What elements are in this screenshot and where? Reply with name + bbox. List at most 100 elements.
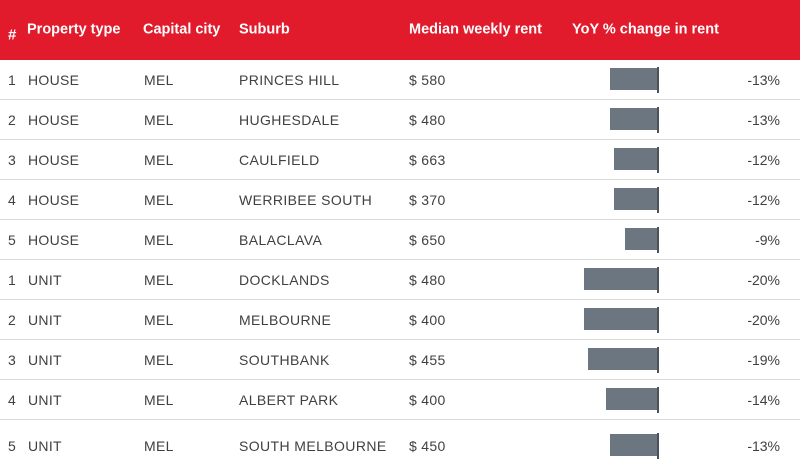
table-row: 4 UNIT MEL ALBERT PARK $ 400 -14% — [0, 380, 800, 420]
bar-axis-line — [657, 346, 659, 373]
median-rent-cell: $ 663 — [409, 151, 446, 168]
property-type-cell: UNIT — [28, 311, 62, 328]
bar-axis-line — [657, 306, 659, 333]
table-row: 3 HOUSE MEL CAULFIELD $ 663 -12% — [0, 140, 800, 180]
capital-city-cell: MEL — [144, 111, 174, 128]
yoy-bar-area — [570, 66, 660, 93]
bar-axis-line — [657, 226, 659, 253]
yoy-bar-area — [570, 106, 660, 133]
median-rent-cell: $ 450 — [409, 437, 446, 454]
yoy-pct-cell: -20% — [747, 271, 780, 288]
median-rent-cell: $ 650 — [409, 231, 446, 248]
yoy-pct-cell: -14% — [747, 391, 780, 408]
header-median-rent: Median weekly rent — [409, 21, 542, 38]
rank-cell: 2 — [8, 111, 16, 128]
table-row: 2 HOUSE MEL HUGHESDALE $ 480 -13% — [0, 100, 800, 140]
rank-cell: 2 — [8, 311, 16, 328]
suburb-cell: PRINCES HILL — [239, 71, 340, 88]
property-type-cell: HOUSE — [28, 191, 80, 208]
yoy-bar-area — [570, 306, 660, 333]
yoy-pct-cell: -9% — [755, 231, 780, 248]
header-property-type: Property type — [27, 21, 121, 38]
median-rent-cell: $ 580 — [409, 71, 446, 88]
table-header: # Property type Capital city Suburb Medi… — [0, 0, 800, 60]
rank-cell: 3 — [8, 351, 16, 368]
median-rent-cell: $ 400 — [409, 391, 446, 408]
suburb-cell: CAULFIELD — [239, 151, 320, 168]
table-row: 2 UNIT MEL MELBOURNE $ 400 -20% — [0, 300, 800, 340]
header-capital-city: Capital city — [143, 21, 221, 38]
yoy-bar — [625, 227, 658, 250]
yoy-bar-area — [570, 266, 660, 293]
yoy-pct-cell: -19% — [747, 351, 780, 368]
median-rent-cell: $ 480 — [409, 111, 446, 128]
yoy-pct-cell: -13% — [747, 111, 780, 128]
suburb-cell: SOUTH MELBOURNE — [239, 437, 387, 454]
suburb-cell: WERRIBEE SOUTH — [239, 191, 373, 208]
yoy-bar — [610, 107, 658, 130]
yoy-bar — [606, 387, 658, 410]
capital-city-cell: MEL — [144, 231, 174, 248]
suburb-cell: DOCKLANDS — [239, 271, 330, 288]
rank-cell: 4 — [8, 391, 16, 408]
capital-city-cell: MEL — [144, 351, 174, 368]
yoy-bar-area — [570, 386, 660, 413]
yoy-bar — [584, 267, 658, 290]
yoy-pct-cell: -20% — [747, 311, 780, 328]
suburb-cell: MELBOURNE — [239, 311, 332, 328]
suburb-cell: BALACLAVA — [239, 231, 323, 248]
suburb-cell: SOUTHBANK — [239, 351, 330, 368]
median-rent-cell: $ 455 — [409, 351, 446, 368]
bar-axis-line — [657, 66, 659, 93]
yoy-bar-area — [570, 186, 660, 213]
yoy-bar — [614, 147, 658, 170]
bar-axis-line — [657, 266, 659, 293]
capital-city-cell: MEL — [144, 391, 174, 408]
yoy-bar-area — [570, 226, 660, 253]
capital-city-cell: MEL — [144, 151, 174, 168]
rank-cell: 1 — [8, 71, 16, 88]
property-type-cell: HOUSE — [28, 111, 80, 128]
property-type-cell: HOUSE — [28, 231, 80, 248]
yoy-bar — [610, 433, 658, 456]
yoy-pct-cell: -13% — [747, 71, 780, 88]
yoy-bar — [584, 307, 658, 330]
property-type-cell: UNIT — [28, 391, 62, 408]
yoy-bar-area — [570, 432, 660, 459]
property-type-cell: UNIT — [28, 351, 62, 368]
yoy-pct-cell: -13% — [747, 437, 780, 454]
rank-cell: 4 — [8, 191, 16, 208]
median-rent-cell: $ 400 — [409, 311, 446, 328]
yoy-bar — [588, 347, 658, 370]
header-rank: # — [8, 26, 17, 44]
suburb-cell: ALBERT PARK — [239, 391, 339, 408]
table-row: 5 UNIT MEL SOUTH MELBOURNE $ 450 -13% — [0, 420, 800, 471]
property-type-cell: UNIT — [28, 437, 62, 454]
property-type-cell: UNIT — [28, 271, 62, 288]
capital-city-cell: MEL — [144, 437, 174, 454]
yoy-bar — [614, 187, 658, 210]
table-row: 1 HOUSE MEL PRINCES HILL $ 580 -13% — [0, 60, 800, 100]
yoy-bar — [610, 67, 658, 90]
bar-axis-line — [657, 432, 659, 459]
capital-city-cell: MEL — [144, 311, 174, 328]
bar-axis-line — [657, 146, 659, 173]
yoy-pct-cell: -12% — [747, 191, 780, 208]
suburb-cell: HUGHESDALE — [239, 111, 340, 128]
bar-axis-line — [657, 386, 659, 413]
capital-city-cell: MEL — [144, 191, 174, 208]
header-suburb: Suburb — [239, 21, 290, 38]
table-row: 1 UNIT MEL DOCKLANDS $ 480 -20% — [0, 260, 800, 300]
yoy-bar-area — [570, 146, 660, 173]
rank-cell: 5 — [8, 231, 16, 248]
table-row: 4 HOUSE MEL WERRIBEE SOUTH $ 370 -12% — [0, 180, 800, 220]
yoy-bar-area — [570, 346, 660, 373]
property-type-cell: HOUSE — [28, 71, 80, 88]
bar-axis-line — [657, 186, 659, 213]
yoy-pct-cell: -12% — [747, 151, 780, 168]
table-row: 5 HOUSE MEL BALACLAVA $ 650 -9% — [0, 220, 800, 260]
header-yoy-change: YoY % change in rent — [572, 21, 719, 38]
rank-cell: 1 — [8, 271, 16, 288]
property-type-cell: HOUSE — [28, 151, 80, 168]
